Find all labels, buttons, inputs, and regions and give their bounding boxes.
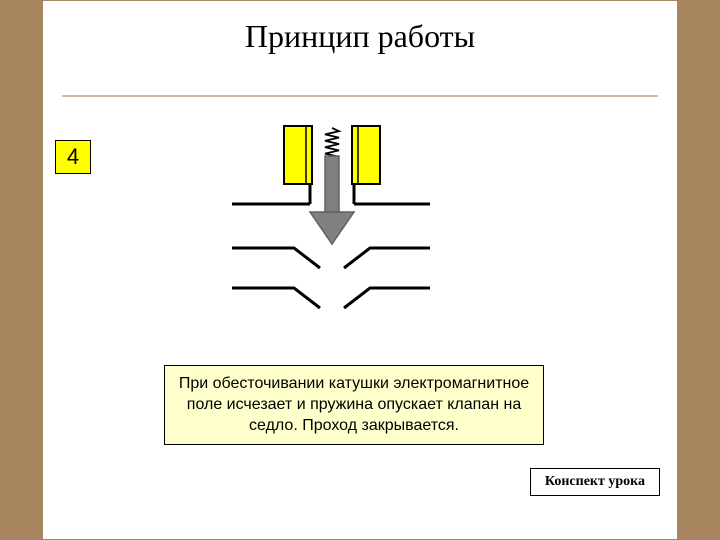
page-title: Принцип работы bbox=[0, 18, 720, 55]
step-badge: 4 bbox=[55, 140, 91, 174]
title-rule bbox=[62, 95, 658, 97]
valve-diagram-svg bbox=[208, 118, 458, 336]
frame-right bbox=[678, 0, 720, 540]
lesson-notes-label: Конспект урока bbox=[545, 474, 645, 489]
caption-text: При обесточивании катушки электромагнитн… bbox=[179, 375, 529, 434]
step-number: 4 bbox=[67, 144, 79, 170]
frame-left bbox=[0, 0, 42, 540]
lesson-notes-button[interactable]: Конспект урока bbox=[530, 468, 660, 496]
caption-box: При обесточивании катушки электромагнитн… bbox=[164, 365, 544, 445]
valve-diagram bbox=[208, 118, 458, 336]
